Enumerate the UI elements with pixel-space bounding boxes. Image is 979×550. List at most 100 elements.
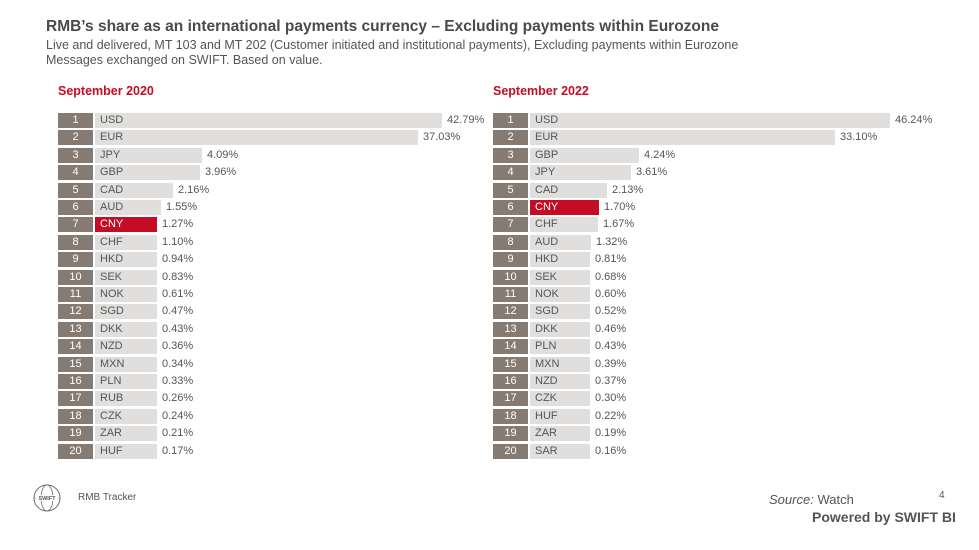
bar	[530, 426, 590, 442]
rank-badge: 7	[493, 217, 528, 233]
currency-label: PLN	[100, 375, 122, 387]
rank-badge: 6	[58, 200, 93, 215]
bar-row-hkd: 9 HKD 0.94%	[58, 252, 478, 268]
bar	[530, 356, 590, 372]
value-label: 1.27%	[162, 218, 194, 231]
bar	[530, 408, 590, 424]
value-label: 42.79%	[447, 114, 485, 126]
bar	[95, 165, 200, 181]
currency-label: NZD	[535, 375, 558, 387]
currency-label: HUF	[535, 409, 558, 422]
slide-title: RMB’s share as an international payments…	[46, 18, 719, 35]
rank-badge: 11	[493, 287, 528, 302]
bar-row-czk: 17 CZK 0.30%	[493, 391, 913, 407]
value-label: 2.16%	[178, 183, 210, 196]
rank-badge: 1	[58, 113, 93, 128]
bar	[95, 217, 157, 233]
rank-badge: 17	[493, 391, 528, 407]
bar-row-sek: 10 SEK 0.68%	[493, 269, 913, 285]
bar	[95, 130, 418, 146]
bar-row-jpy: 4 JPY 3.61%	[493, 165, 913, 181]
value-label: 37.03%	[423, 131, 461, 144]
bar	[530, 200, 599, 215]
rank-badge: 20	[493, 443, 528, 459]
currency-label: CNY	[535, 201, 559, 213]
bar-row-cny: 7 CNY 1.27%	[58, 217, 478, 233]
value-label: 0.26%	[162, 392, 194, 405]
bar-row-usd: 1 USD 46.24%	[493, 113, 932, 128]
bar-row-sgd: 12 SGD 0.52%	[493, 304, 913, 320]
value-label: 0.61%	[162, 288, 194, 300]
rank-badge: 12	[493, 304, 528, 320]
rank-badge: 14	[58, 339, 93, 355]
currency-label: HKD	[100, 253, 124, 266]
value-label: 0.81%	[595, 253, 627, 266]
bar-row-mxn: 15 MXN 0.39%	[493, 356, 913, 372]
rank-badge: 17	[58, 391, 93, 407]
currency-label: NOK	[535, 288, 559, 300]
currency-label: CAD	[100, 183, 124, 196]
slide-subtitle-1: Live and delivered, MT 103 and MT 202 (C…	[46, 38, 739, 52]
currency-label: DKK	[535, 322, 558, 335]
rank-badge: 7	[58, 217, 93, 233]
value-label: 0.46%	[595, 322, 627, 335]
bar-row-sgd: 12 SGD 0.47%	[58, 304, 478, 320]
bar	[530, 287, 590, 302]
rank-badge: 3	[493, 147, 528, 163]
value-label: 1.55%	[166, 201, 198, 213]
currency-label: NZD	[100, 340, 123, 353]
value-label: 0.68%	[595, 270, 627, 283]
bar-row-zar: 19 ZAR 0.19%	[493, 426, 913, 442]
value-label: 1.10%	[162, 235, 194, 248]
rank-badge: 1	[493, 113, 528, 128]
bar	[530, 374, 590, 389]
bar-row-aud: 6 AUD 1.55%	[58, 200, 478, 215]
currency-label: SAR	[535, 444, 558, 457]
rank-badge: 19	[493, 426, 528, 442]
currency-label: SGD	[100, 305, 124, 318]
bar	[530, 130, 835, 146]
value-label: 4.24%	[644, 148, 676, 161]
currency-label: EUR	[535, 131, 559, 144]
value-label: 1.67%	[603, 218, 635, 231]
value-label: 0.43%	[162, 322, 194, 335]
rank-badge: 16	[58, 374, 93, 389]
rank-badge: 18	[58, 408, 93, 424]
bar-row-eur: 2 EUR 37.03%	[58, 130, 478, 146]
bar	[95, 269, 157, 285]
value-label: 0.33%	[162, 375, 194, 387]
value-label: 0.24%	[162, 409, 194, 422]
value-label: 1.70%	[604, 201, 636, 213]
panel-title: September 2022	[493, 84, 589, 98]
rank-badge: 9	[58, 252, 93, 268]
bar-row-cad: 5 CAD 2.16%	[58, 182, 478, 198]
bar	[95, 200, 161, 215]
value-label: 0.60%	[595, 288, 627, 300]
rank-badge: 16	[493, 374, 528, 389]
rank-badge: 15	[493, 356, 528, 372]
panel-title: September 2020	[58, 84, 154, 98]
bar-row-nok: 11 NOK 0.60%	[493, 287, 913, 302]
currency-label: USD	[535, 114, 559, 126]
bar-row-pln: 16 PLN 0.33%	[58, 374, 478, 389]
value-label: 4.09%	[207, 148, 239, 161]
bar-row-pln: 14 PLN 0.43%	[493, 339, 913, 355]
bar-row-nzd: 14 NZD 0.36%	[58, 339, 478, 355]
bar	[95, 391, 157, 407]
currency-label: DKK	[100, 322, 123, 335]
value-label: 1.32%	[596, 235, 628, 248]
currency-label: NOK	[100, 288, 124, 300]
value-label: 0.19%	[595, 427, 627, 440]
rank-badge: 14	[493, 339, 528, 355]
value-label: 0.83%	[162, 270, 194, 283]
bar	[95, 443, 157, 459]
rank-badge: 2	[58, 130, 93, 146]
rank-badge: 6	[493, 200, 528, 215]
bar-row-cny: 6 CNY 1.70%	[493, 200, 913, 215]
rank-badge: 9	[493, 252, 528, 268]
currency-label: EUR	[100, 131, 124, 144]
value-label: 0.30%	[595, 392, 627, 405]
currency-label: CHF	[100, 235, 123, 248]
bar-row-huf: 18 HUF 0.22%	[493, 408, 913, 424]
rank-badge: 8	[58, 234, 93, 250]
